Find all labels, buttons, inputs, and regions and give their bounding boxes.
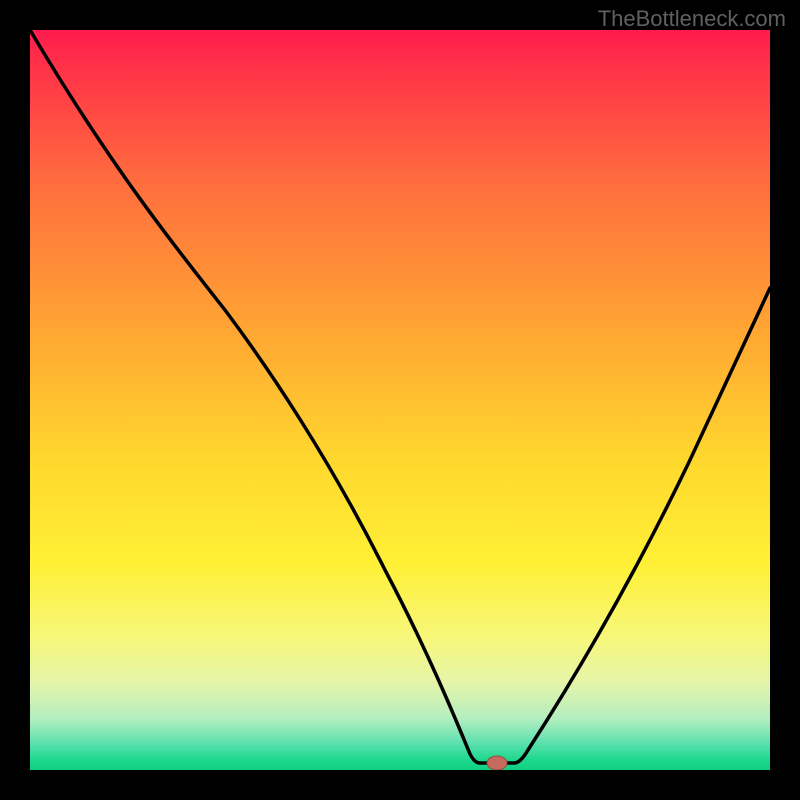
chart-svg <box>30 30 770 770</box>
bottleneck-chart <box>30 30 770 770</box>
optimal-marker <box>487 756 507 770</box>
watermark-text: TheBottleneck.com <box>598 6 786 32</box>
chart-background <box>30 30 770 770</box>
